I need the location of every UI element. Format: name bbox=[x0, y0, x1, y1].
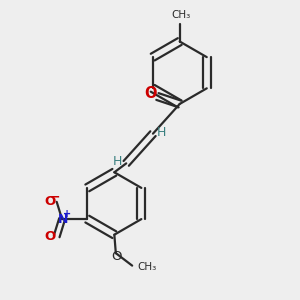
Text: O: O bbox=[111, 250, 122, 262]
Text: −: − bbox=[50, 190, 60, 203]
Text: CH₃: CH₃ bbox=[171, 10, 190, 20]
Text: CH₃: CH₃ bbox=[137, 262, 157, 272]
Text: H: H bbox=[112, 155, 122, 168]
Text: H: H bbox=[157, 126, 167, 139]
Text: O: O bbox=[145, 86, 157, 101]
Text: O: O bbox=[44, 195, 56, 208]
Text: +: + bbox=[63, 209, 71, 219]
Text: O: O bbox=[44, 230, 56, 243]
Text: N: N bbox=[57, 213, 68, 226]
